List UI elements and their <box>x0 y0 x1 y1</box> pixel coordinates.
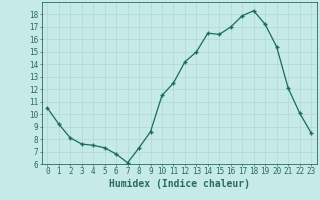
X-axis label: Humidex (Indice chaleur): Humidex (Indice chaleur) <box>109 179 250 189</box>
